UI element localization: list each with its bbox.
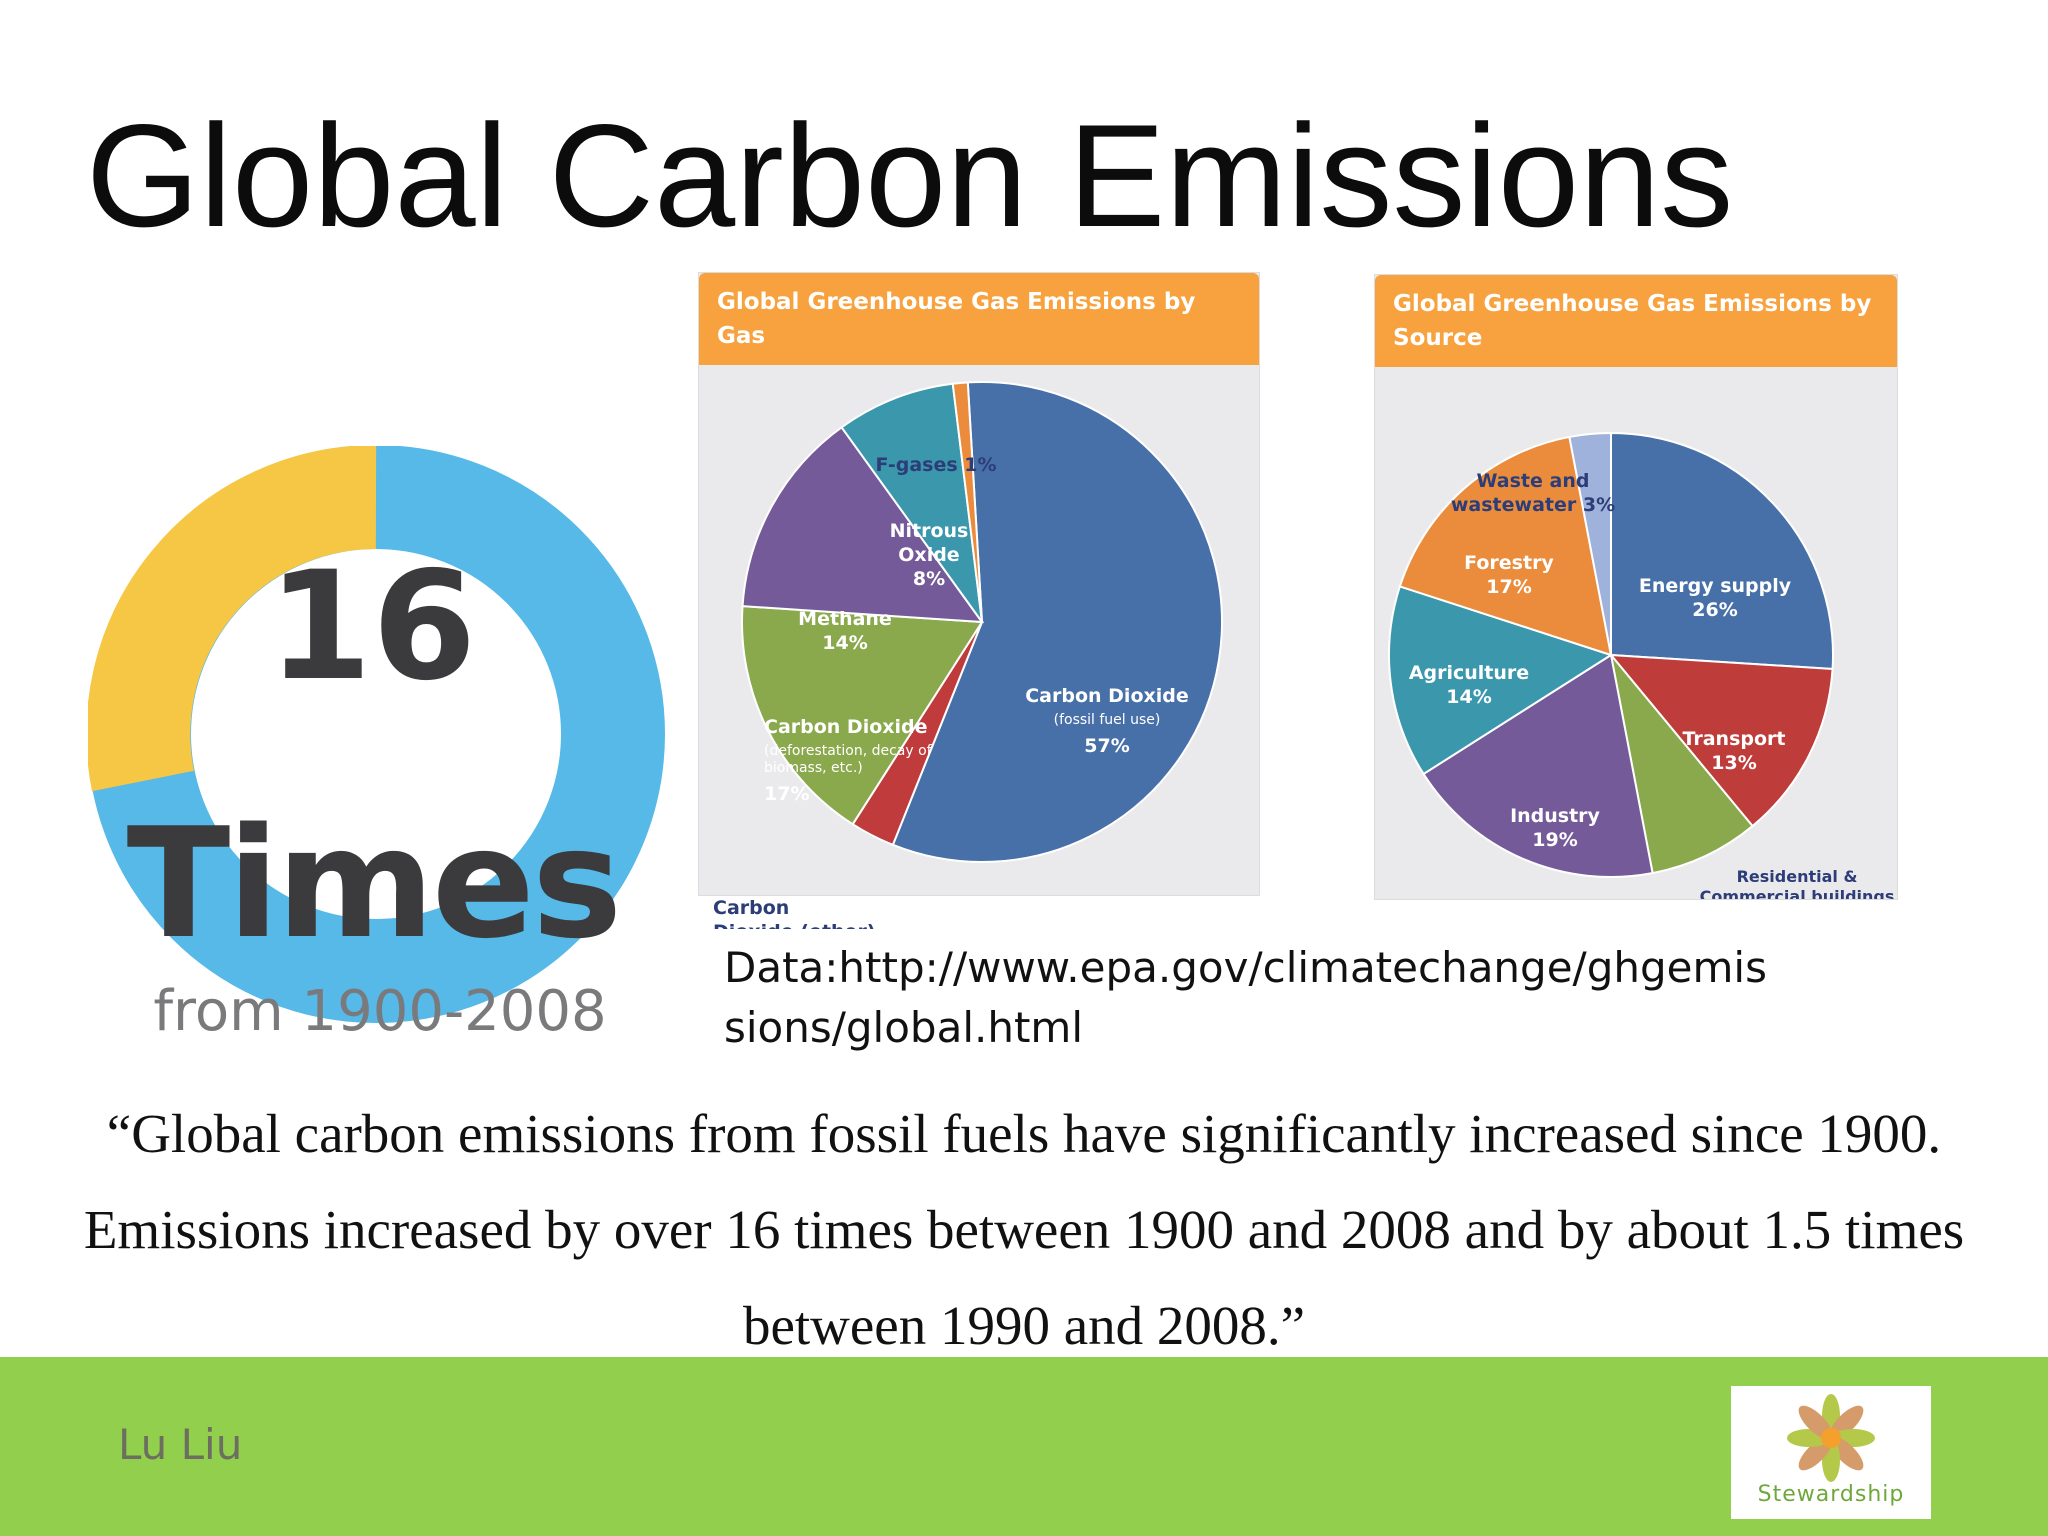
- pie-slice: [1568, 431, 1612, 656]
- author-name: Lu Liu: [118, 1420, 243, 1469]
- slice-label: Agriculture 14%: [1409, 662, 1529, 708]
- donut-ring-yellow: [88, 446, 377, 792]
- pie-slice: [741, 605, 984, 826]
- pie-slice: [741, 425, 985, 624]
- footer-bar: [0, 1357, 2048, 1536]
- pie-slice: [840, 382, 983, 623]
- pie-slice: [951, 381, 983, 623]
- pie-slice: [1610, 654, 1754, 875]
- stewardship-logo: Stewardship: [1731, 1386, 1931, 1519]
- pie-slice: [1608, 653, 1834, 828]
- pie-chart-gas: Carbon Dioxide (fossil fuel use) 57% Carbon…: [713, 381, 1223, 929]
- pie-slice: [1388, 585, 1614, 776]
- chart-emissions-by-source: Global Greenhouse Gas Emissions by Sourc…: [1374, 274, 1898, 900]
- logo-text: Stewardship: [1757, 1482, 1905, 1507]
- pie-chart-source: Energy supply 26% Transport 13% Residential …: [1388, 431, 1895, 899]
- quote-text: “Global carbon emissions from fossil fue…: [83, 1103, 1965, 1356]
- stat-unit: Times: [126, 795, 623, 972]
- pie-slice: [1610, 431, 1834, 671]
- slice-label: Residential &Commercial buildings8%: [1700, 867, 1895, 899]
- slice-label: Methane 14%: [798, 608, 892, 654]
- chart-emissions-by-gas: Global Greenhouse Gas Emissions by Gas C…: [698, 272, 1260, 929]
- slice-label: Carbon Dioxide (fossil fuel use) 57%: [1025, 685, 1189, 757]
- stat-range: from 1900-2008: [153, 979, 607, 1044]
- slice-label: Energy supply 26%: [1639, 575, 1792, 621]
- slice-label: Transport 13%: [1682, 728, 1785, 774]
- chart-title: Global Greenhouse Gas Emissions by Sourc…: [1375, 275, 1897, 367]
- slice-label: Carbon Dioxide (deforestation, decay of bi…: [764, 716, 933, 805]
- slice-label: Waste and wastewater 3%: [1451, 470, 1615, 516]
- flower-icon: [1787, 1394, 1875, 1482]
- donut-ring-graphic: [88, 446, 665, 1023]
- pie-slice: [1422, 653, 1654, 878]
- pie-slice: [1398, 435, 1613, 657]
- chart-title: Global Greenhouse Gas Emissions by Gas: [699, 273, 1259, 365]
- slice-label: Nitrous Oxide 8%: [890, 520, 969, 590]
- slice-label: F-gases 1%: [875, 454, 996, 476]
- stat-number: 16: [267, 540, 477, 714]
- slice-label: Forestry 17%: [1464, 552, 1554, 598]
- slice-label: Industry 19%: [1510, 805, 1600, 851]
- data-source-note: Data:http://www.epa.gov/climatechange/gh…: [724, 943, 1767, 1052]
- slide-title: Global Carbon Emissions: [86, 94, 1734, 257]
